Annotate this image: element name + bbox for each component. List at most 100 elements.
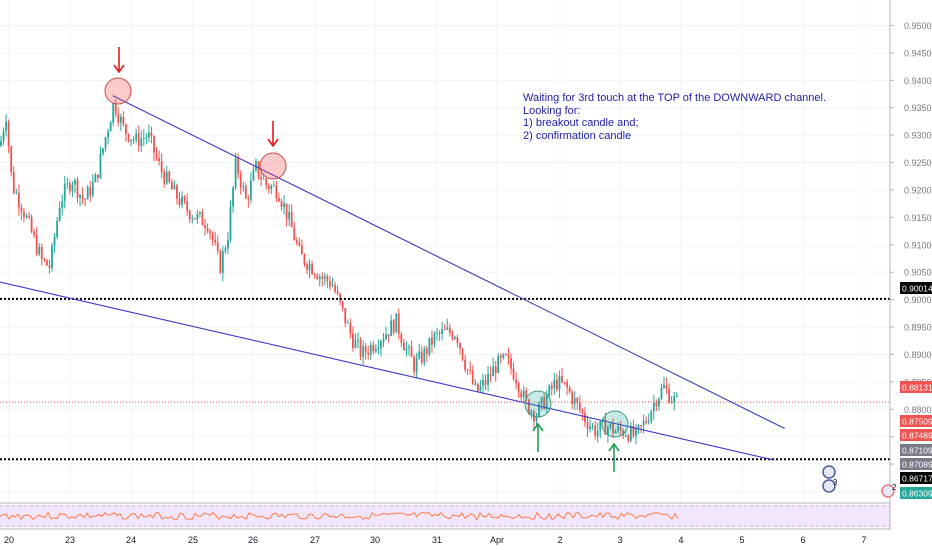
- candle-body: [224, 248, 227, 252]
- candle-body: [275, 185, 278, 199]
- channel-line: [0, 281, 773, 461]
- candle-body: [160, 161, 163, 173]
- candle-body: [474, 383, 477, 385]
- candle-body: [48, 265, 51, 268]
- candle-body: [359, 339, 362, 357]
- candle-body: [349, 322, 352, 334]
- candle-body: [415, 357, 418, 372]
- candle-body: [150, 132, 153, 137]
- candle-body: [527, 399, 530, 414]
- candle-body: [571, 392, 574, 404]
- candle-body: [221, 251, 224, 273]
- candle-body: [155, 152, 158, 158]
- candle-body: [668, 388, 670, 403]
- candle-body: [2, 131, 5, 141]
- candle-body: [295, 240, 298, 243]
- candle-body: [591, 425, 594, 427]
- candle-body: [346, 322, 349, 324]
- candle-body: [278, 198, 280, 202]
- candle-body: [35, 234, 38, 255]
- candle-body: [239, 173, 242, 188]
- candle-body: [339, 293, 342, 302]
- candle-body: [390, 320, 393, 337]
- candle-body: [76, 180, 79, 198]
- candle-body: [244, 186, 247, 199]
- candle-body: [99, 153, 102, 179]
- candle-body: [627, 435, 630, 441]
- candle-body: [423, 348, 426, 363]
- candle-body: [25, 215, 28, 218]
- candle-body: [408, 346, 410, 348]
- candle-body: [425, 348, 428, 355]
- candle-body: [553, 379, 556, 389]
- candle-body: [647, 421, 650, 423]
- price-tag-label: 0.87489: [902, 431, 932, 441]
- oscillator-band: [0, 505, 890, 527]
- candle-body: [43, 258, 46, 261]
- candle-body: [5, 121, 7, 132]
- candle-body: [461, 348, 464, 360]
- candle-body: [331, 285, 334, 287]
- candle-body: [311, 263, 313, 275]
- candle-body: [23, 211, 25, 218]
- price-tag-label: 0.87089: [902, 460, 932, 470]
- candle-body: [520, 392, 523, 398]
- candle-body: [594, 425, 597, 437]
- candle-body: [181, 196, 183, 205]
- candle-body: [629, 425, 632, 441]
- candle-body: [283, 203, 285, 207]
- candle-body: [502, 354, 505, 358]
- candle-body: [675, 395, 678, 397]
- candle-body: [102, 148, 104, 154]
- candle-body: [578, 402, 581, 411]
- price-tag-label: 0.87109: [902, 446, 932, 456]
- touch-circle: [104, 77, 132, 105]
- channel-line: [112, 95, 785, 429]
- candle-body: [79, 194, 81, 198]
- event-marker-label: 3: [833, 478, 838, 487]
- candle-body: [525, 390, 528, 400]
- x-tick-label: 4: [678, 535, 683, 545]
- candle-body: [132, 139, 135, 141]
- candle-body: [142, 137, 145, 139]
- candle-body: [321, 276, 324, 279]
- candle-body: [107, 131, 109, 138]
- candle-body: [397, 313, 400, 335]
- candle-body: [377, 348, 380, 350]
- candle-body: [323, 276, 326, 279]
- candle-body: [385, 334, 387, 340]
- event-marker: 2: [881, 483, 897, 498]
- candle-body: [619, 426, 622, 431]
- candle-body: [30, 217, 33, 232]
- candle-body: [581, 410, 584, 414]
- candle-body: [357, 339, 359, 341]
- candle-body: [655, 402, 658, 407]
- x-tick-label: 27: [310, 535, 320, 545]
- candle-body: [56, 220, 58, 237]
- candle-body: [0, 140, 2, 147]
- candle-body: [510, 357, 512, 369]
- candle-body: [530, 411, 533, 414]
- x-tick-label: 5: [739, 535, 744, 545]
- candle-body: [204, 225, 206, 229]
- candle-body: [183, 196, 186, 202]
- candle-body: [265, 178, 268, 186]
- candle-body: [316, 275, 319, 280]
- candle-body: [38, 246, 41, 255]
- candle-body: [392, 320, 395, 333]
- candle-body: [436, 332, 438, 334]
- candle-body: [81, 194, 84, 200]
- candle-body: [178, 198, 181, 205]
- price-tag: [900, 429, 932, 441]
- touch-circle: [524, 390, 552, 418]
- candle-body: [173, 185, 176, 190]
- candle-body: [125, 124, 127, 134]
- candle-body: [609, 423, 612, 428]
- candle-body: [589, 426, 591, 429]
- candle-body: [556, 379, 558, 390]
